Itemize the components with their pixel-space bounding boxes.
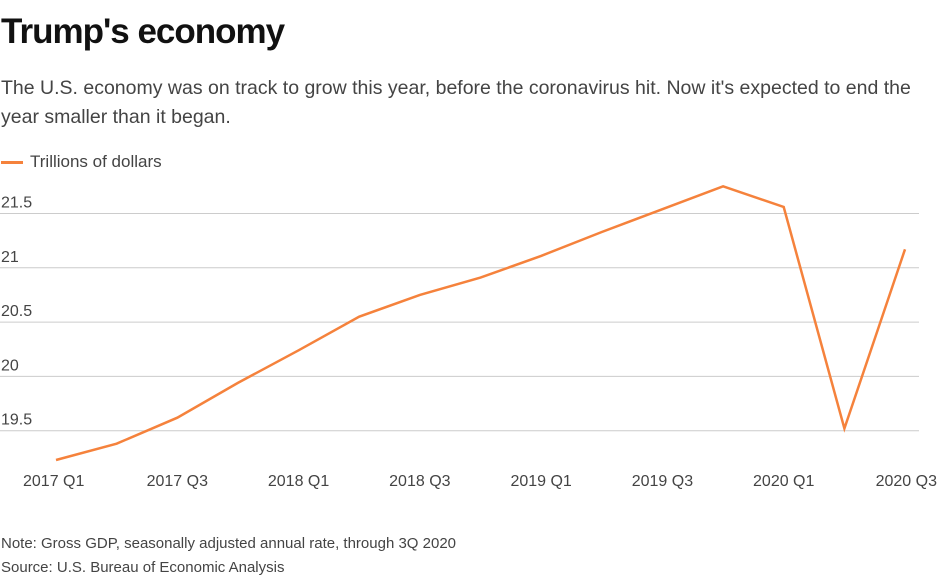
chart-title: Trump's economy: [1, 12, 285, 51]
series-line: [55, 184, 907, 462]
y-tick-label: 19.5: [1, 412, 32, 429]
x-tick-label: 2017 Q3: [147, 473, 208, 490]
chart-footnote: Note: Gross GDP, seasonally adjusted ann…: [1, 532, 456, 580]
y-tick-label: 21: [1, 249, 19, 266]
x-tick-label: 2018 Q3: [389, 473, 450, 490]
line-chart: 19.5 20 20.5 21 21.5 2017 Q1 2017 Q3 2018 Q1 201…: [0, 184, 937, 490]
legend-swatch: [1, 160, 23, 164]
legend-label: Trillions of dollars: [30, 152, 162, 171]
note-text: Note: Gross GDP, seasonally adjusted ann…: [1, 535, 457, 552]
x-tick-label: 2019 Q3: [632, 473, 693, 490]
x-tick-label: 2017 Q1: [23, 473, 84, 490]
x-tick-label: 2020 Q3: [876, 473, 937, 490]
source-text: Source: U.S. Bureau of Economic Analysis: [1, 559, 285, 576]
x-tick-label: 2018 Q1: [268, 473, 329, 490]
x-tick-label: 2019 Q1: [510, 473, 571, 490]
chart-legend: Trillions of dollars: [1, 151, 162, 173]
y-tick-label: 20.5: [1, 303, 32, 320]
y-tick-label: 21.5: [1, 195, 32, 212]
x-tick-label: 2020 Q1: [753, 473, 814, 490]
chart-subtitle: The U.S. economy was on track to grow th…: [1, 77, 911, 128]
y-tick-label: 20: [1, 357, 19, 374]
